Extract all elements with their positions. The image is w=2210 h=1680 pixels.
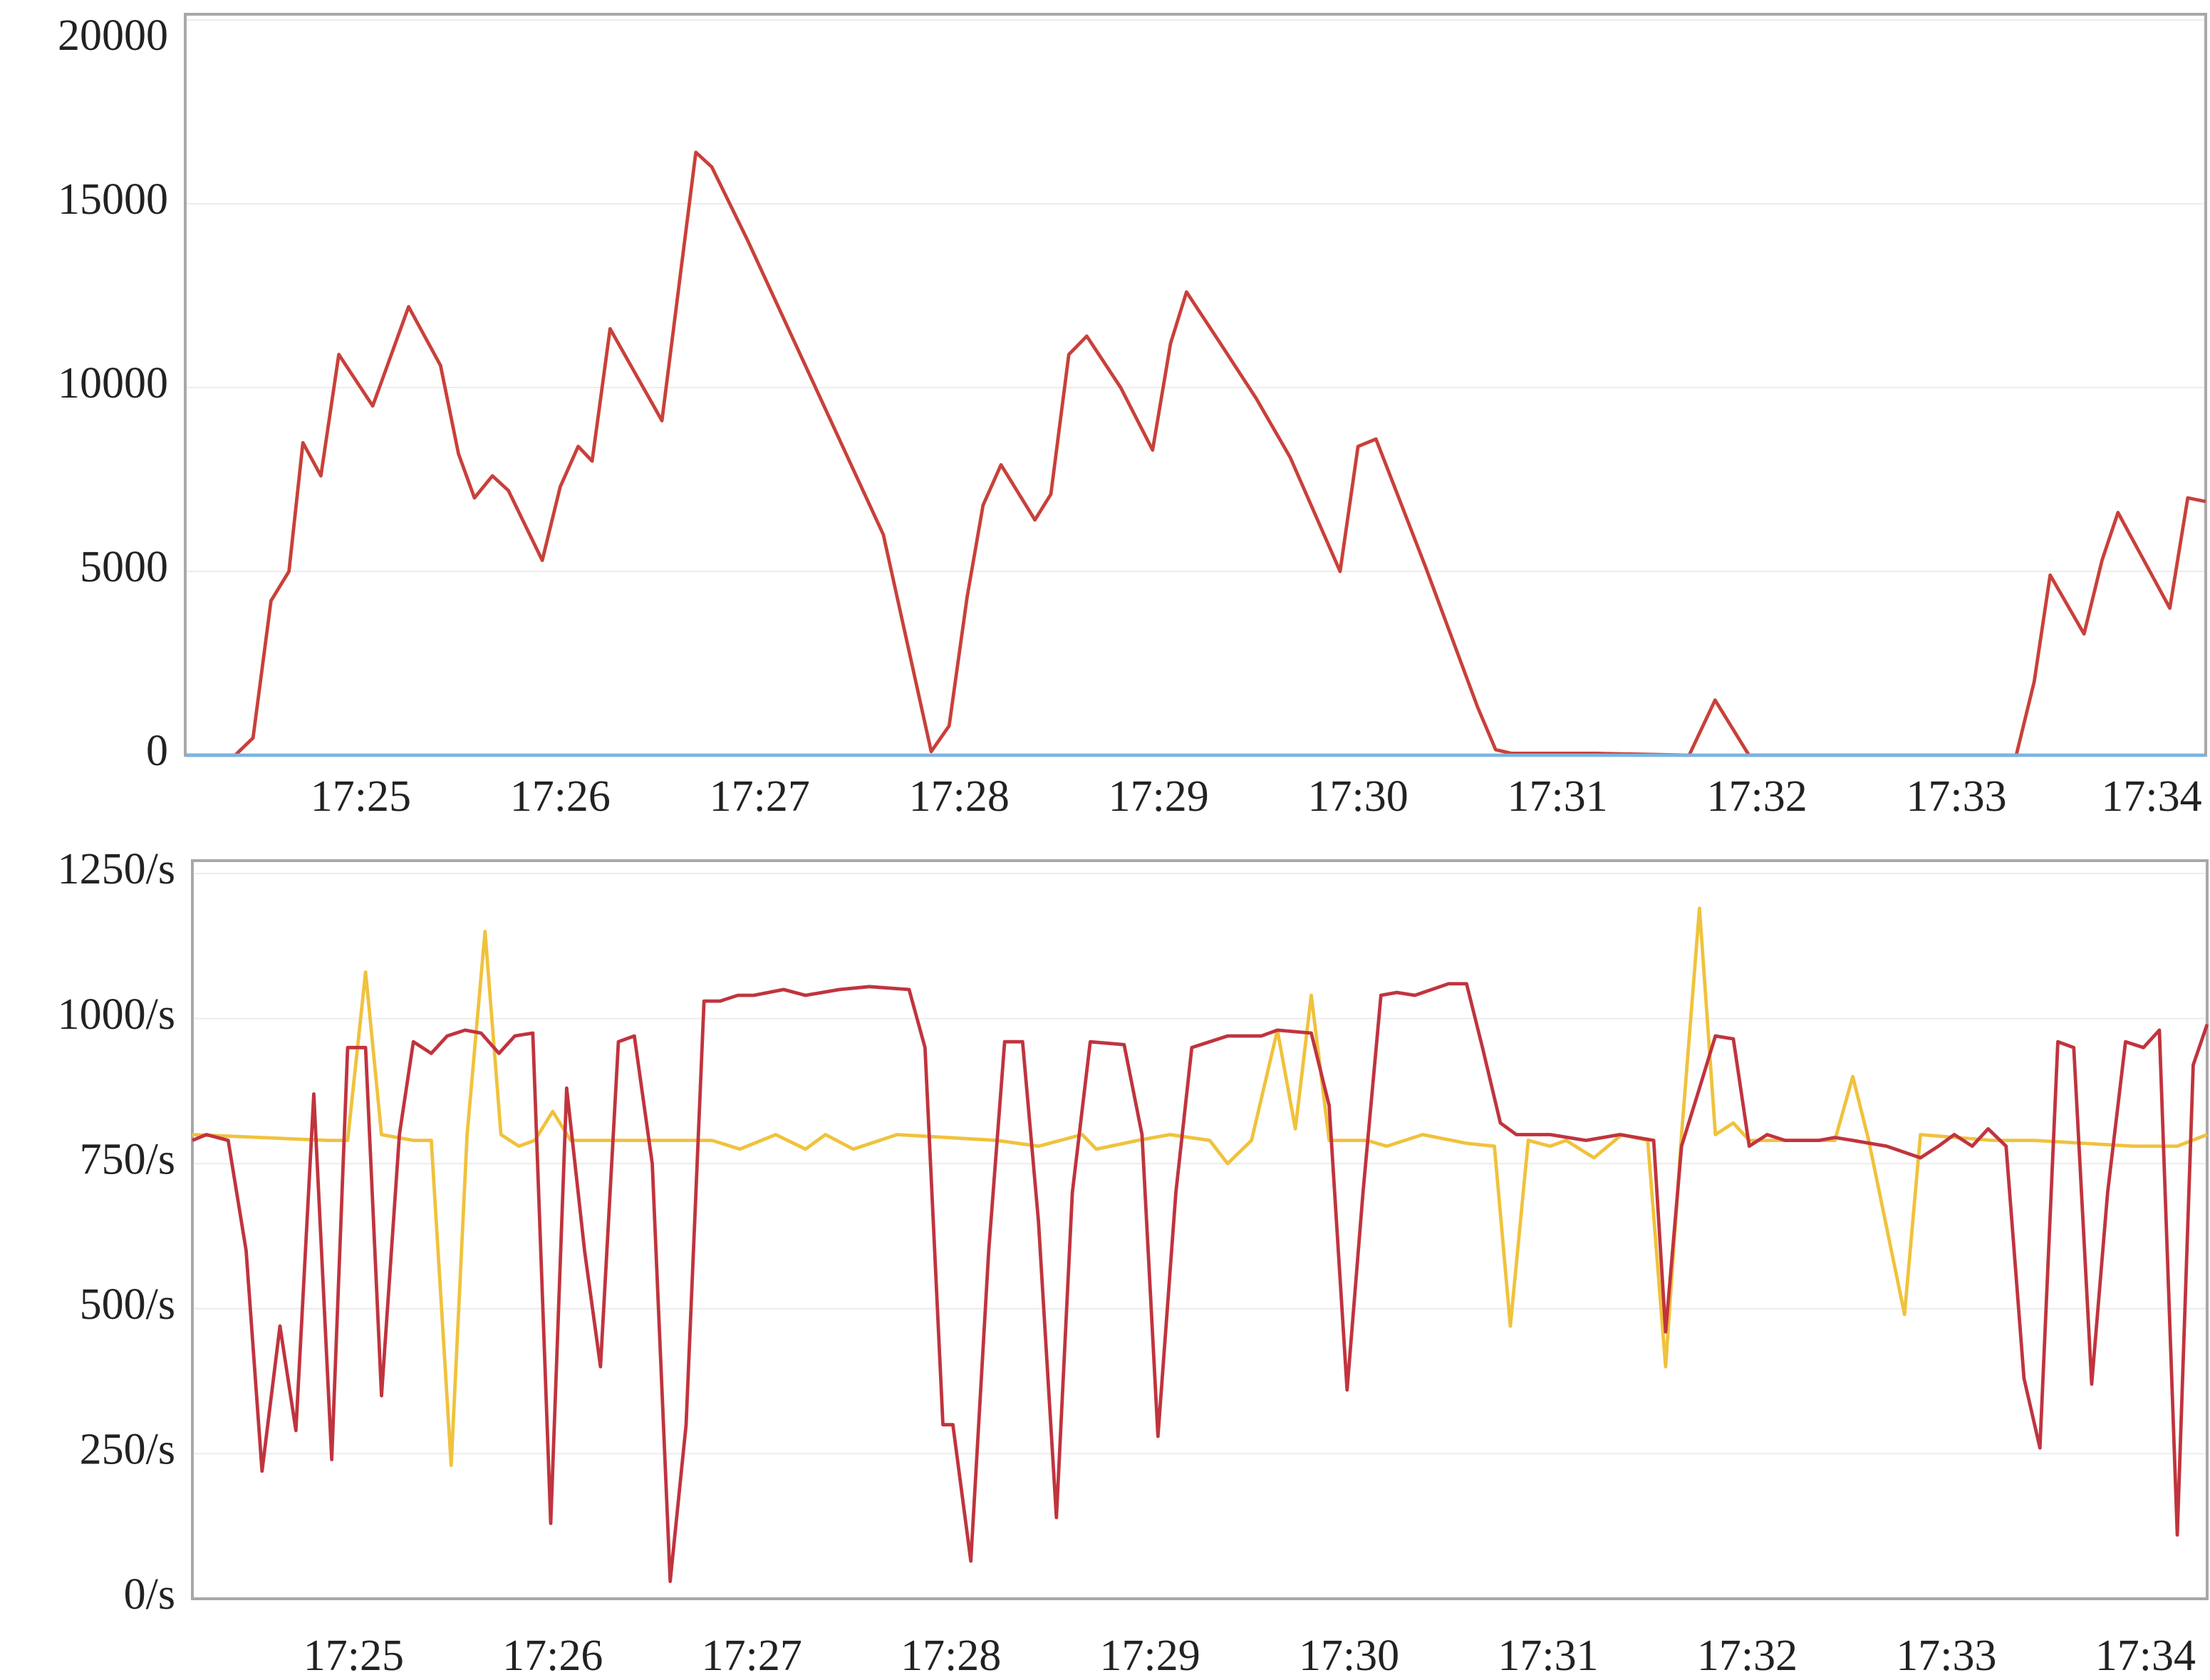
x-tick-label: 17:32 bbox=[1697, 1632, 1797, 1680]
x-tick-label: 17:28 bbox=[901, 1632, 1001, 1680]
x-tick-label: 17:29 bbox=[1109, 772, 1209, 821]
y-tick-label: 750/s bbox=[80, 1135, 175, 1183]
y-tick-label: 500/s bbox=[80, 1280, 175, 1329]
series-line bbox=[192, 982, 2209, 1583]
plot-frame bbox=[184, 13, 2207, 757]
x-tick-label: 17:25 bbox=[311, 772, 411, 821]
x-tick-label: 17:31 bbox=[1508, 772, 1608, 821]
x-tick-label: 17:33 bbox=[1896, 1632, 1996, 1680]
x-tick-label: 17:34 bbox=[2095, 1632, 2196, 1680]
x-tick-label: 17:29 bbox=[1100, 1632, 1200, 1680]
x-tick-label: 17:26 bbox=[510, 772, 611, 821]
series-line bbox=[192, 906, 2208, 1468]
x-tick-label: 17:27 bbox=[702, 1632, 802, 1680]
y-tick-label: 0 bbox=[146, 727, 168, 775]
x-tick-label: 17:30 bbox=[1299, 1632, 1399, 1680]
y-tick-label: 5000 bbox=[80, 543, 168, 591]
y-tick-label: 250/s bbox=[80, 1426, 175, 1474]
x-tick-label: 17:27 bbox=[710, 772, 810, 821]
y-tick-label: 20000 bbox=[58, 11, 168, 60]
y-tick-label: 1000/s bbox=[58, 990, 175, 1039]
plot-frame bbox=[191, 859, 2209, 1600]
x-tick-label: 17:25 bbox=[304, 1632, 404, 1680]
y-tick-label: 1250/s bbox=[58, 845, 175, 893]
x-tick-label: 17:26 bbox=[502, 1632, 603, 1680]
y-tick-label: 0/s bbox=[124, 1570, 175, 1619]
x-tick-label: 17:31 bbox=[1498, 1632, 1598, 1680]
series-line bbox=[185, 150, 2206, 757]
x-tick-label: 17:33 bbox=[1906, 772, 2006, 821]
x-tick-label: 17:32 bbox=[1706, 772, 1807, 821]
x-tick-label: 17:28 bbox=[909, 772, 1010, 821]
y-tick-label: 10000 bbox=[58, 359, 168, 408]
x-tick-label: 17:34 bbox=[2101, 772, 2201, 821]
x-tick-label: 17:30 bbox=[1308, 772, 1409, 821]
y-tick-label: 15000 bbox=[58, 175, 168, 224]
